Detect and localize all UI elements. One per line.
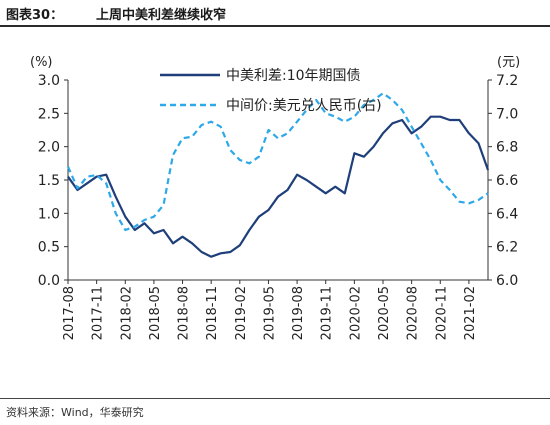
chart-lines (66, 92, 490, 258)
x-tick-label: 2020-08 (406, 286, 421, 340)
right-tick-label: 6.4 (496, 206, 518, 222)
source-note: 资料来源：Wind，华泰研究 (6, 406, 144, 419)
left-tick-label: 0.0 (38, 273, 60, 289)
legend-label-fx: 中间价:美元兑人民币(右) (226, 98, 382, 114)
x-tick-label: 2019-11 (320, 286, 335, 340)
x-tick-label: 2018-11 (205, 286, 220, 340)
x-tick-label: 2017-08 (62, 286, 77, 340)
series-line-spread (67, 115, 490, 258)
left-tick-label: 2.0 (38, 140, 60, 156)
x-tick-label: 2018-08 (177, 286, 192, 340)
right-tick-label: 6.8 (496, 140, 518, 156)
x-tick-label: 2019-05 (262, 286, 277, 340)
right-tick-label: 7.0 (496, 106, 518, 122)
left-tick-label: 3.0 (38, 73, 60, 89)
right-tick-label: 7.2 (496, 73, 518, 89)
x-tick-label: 2020-05 (377, 286, 392, 340)
right-tick-label: 6.2 (496, 240, 518, 256)
right-axis-unit: (元) (497, 55, 520, 70)
left-tick-label: 2.5 (38, 106, 60, 122)
x-tick-label: 2017-11 (91, 286, 106, 340)
x-tick-label: 2018-05 (148, 286, 163, 340)
figure-title: 上周中美利差继续收窄 (96, 8, 227, 23)
figure-header: 图表30： 上周中美利差继续收窄 (0, 0, 550, 27)
x-tick-label: 2020-02 (348, 286, 363, 340)
x-tick-label: 2019-02 (234, 286, 249, 340)
left-tick-label: 1.5 (38, 173, 60, 189)
header-rule (0, 25, 550, 27)
left-tick-label: 0.5 (38, 240, 60, 256)
x-tick-label: 2018-02 (119, 286, 134, 340)
chart-axes: (%) (元) 0.0 0.5 1.0 1.5 2.0 2.5 3.0 6.0 6.2 6.4 6.6 6… (30, 55, 520, 340)
right-tick-label: 6.6 (496, 173, 518, 189)
series-line-fx (66, 92, 489, 232)
left-axis-unit: (%) (30, 55, 53, 70)
footer-rule (0, 398, 550, 399)
line-chart: (%) (元) 0.0 0.5 1.0 1.5 2.0 2.5 3.0 6.0 6.2 6.4 6.6 6… (30, 55, 520, 340)
x-tick-label: 2020-11 (434, 286, 449, 340)
right-tick-label: 6.0 (496, 273, 518, 289)
x-tick-label: 2019-08 (291, 286, 306, 340)
figure-number: 图表30： (6, 8, 64, 23)
x-tick-label: 2021-02 (463, 286, 478, 340)
left-tick-label: 1.0 (38, 206, 60, 222)
legend-label-spread: 中美利差:10年期国债 (226, 68, 361, 84)
